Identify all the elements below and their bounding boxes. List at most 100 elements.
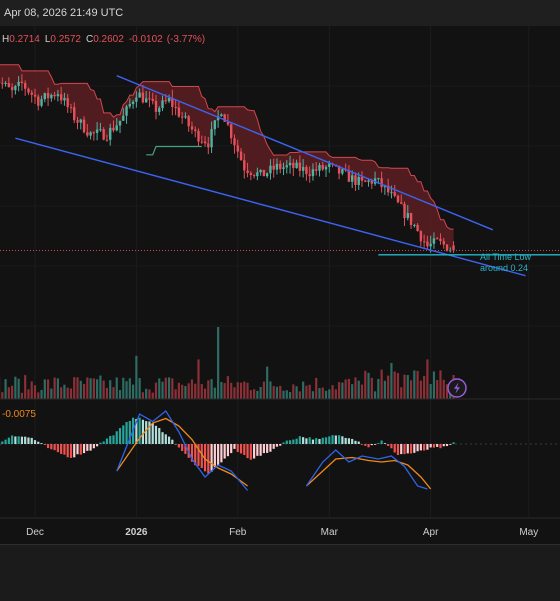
candle-body — [446, 245, 448, 251]
macd-histogram-bar — [253, 444, 255, 459]
volume-bar — [57, 378, 59, 399]
volume-bar — [387, 376, 389, 399]
candle-body — [119, 121, 121, 126]
candle-body — [423, 241, 425, 242]
volume-bar — [44, 379, 46, 399]
macd-histogram-bar — [331, 435, 333, 444]
volume-bar — [361, 385, 363, 399]
volume-bar — [256, 391, 258, 399]
macd-histogram-bar — [381, 441, 383, 444]
candle-body — [233, 138, 235, 145]
macd-histogram-bar — [165, 434, 167, 444]
macd-histogram-bar — [122, 425, 124, 444]
volume-bar — [341, 383, 343, 399]
macd-histogram-bar — [31, 438, 33, 444]
candle-body — [302, 167, 304, 171]
macd-histogram-bar — [364, 444, 366, 446]
macd-histogram-bar — [286, 441, 288, 444]
candle-body — [40, 99, 42, 106]
volume-bar — [155, 383, 157, 399]
volume-bar — [410, 380, 412, 399]
candle-body — [138, 93, 140, 98]
candle-body — [436, 238, 438, 239]
volume-bar — [443, 380, 445, 399]
macd-histogram-bar — [181, 444, 183, 451]
macd-histogram-bar — [354, 441, 356, 444]
volume-bar — [93, 378, 95, 399]
volume-bar — [31, 381, 33, 399]
macd-histogram-bar — [21, 437, 23, 444]
candle-body — [230, 124, 232, 138]
volume-bar — [109, 380, 111, 399]
macd-histogram-bar — [214, 444, 216, 467]
volume-bar — [99, 376, 101, 399]
candle-body — [99, 129, 101, 130]
footer-bar — [0, 544, 560, 601]
annotation-line-2: around 0.24 — [480, 263, 528, 273]
candle-body — [286, 165, 288, 167]
candle-body — [273, 166, 275, 170]
lightning-icon[interactable] — [448, 379, 466, 397]
volume-bar — [197, 359, 199, 399]
legend-change: -0.0102 — [129, 34, 163, 45]
macd-histogram-bar — [276, 444, 278, 447]
volume-bar — [119, 390, 121, 399]
macd-histogram-bar — [11, 435, 13, 444]
candle-body — [367, 181, 369, 182]
macd-histogram-bar — [152, 423, 154, 444]
macd-histogram-bar — [299, 436, 301, 444]
volume-bar — [240, 383, 242, 399]
macd-histogram-bar — [207, 444, 209, 474]
candle-body — [282, 167, 284, 169]
candle-body — [295, 163, 297, 168]
candle-body — [358, 177, 360, 185]
macd-histogram-bar — [426, 444, 428, 450]
macd-histogram-bar — [377, 443, 379, 444]
volume-bar — [364, 371, 366, 399]
volume-bar — [103, 381, 105, 399]
candle-body — [259, 170, 261, 172]
macd-histogram-bar — [4, 440, 6, 444]
candle-body — [148, 98, 150, 99]
candle-body — [377, 178, 379, 179]
macd-histogram-bar — [246, 444, 248, 458]
volume-bar — [338, 382, 340, 399]
volume-bar — [331, 385, 333, 399]
volume-bar — [286, 390, 288, 399]
candle-body — [240, 152, 242, 161]
candle-body — [112, 128, 114, 131]
macd-histogram-bar — [8, 438, 10, 444]
volume-bar — [34, 385, 36, 399]
macd-histogram-bar — [93, 444, 95, 448]
macd-histogram-bar — [416, 444, 418, 451]
macd-histogram-bar — [452, 442, 454, 444]
macd-histogram-bar — [148, 421, 150, 444]
candle-body — [341, 169, 343, 173]
candle-body — [194, 130, 196, 131]
volume-bar — [217, 327, 219, 399]
macd-histogram-bar — [57, 444, 59, 452]
candle-body — [96, 130, 98, 133]
volume-bar — [407, 375, 409, 399]
volume-bar — [178, 383, 180, 399]
candle-body — [214, 120, 216, 129]
legend-change-pct: (-3.77%) — [167, 34, 205, 45]
macd-histogram-bar — [420, 444, 422, 450]
macd-histogram-bar — [119, 428, 121, 444]
volume-bar — [345, 379, 347, 399]
macd-histogram-bar — [37, 442, 39, 444]
volume-bar — [60, 387, 62, 399]
macd-histogram-bar — [27, 437, 29, 444]
volume-bar — [358, 381, 360, 399]
macd-histogram-bar — [341, 436, 343, 444]
macd-histogram-bar — [269, 444, 271, 452]
volume-bar — [142, 392, 144, 399]
candle-body — [152, 99, 154, 101]
volume-bar — [21, 393, 23, 399]
candle-body — [201, 142, 203, 143]
candle-body — [410, 213, 412, 225]
macd-histogram-bar — [348, 438, 350, 444]
